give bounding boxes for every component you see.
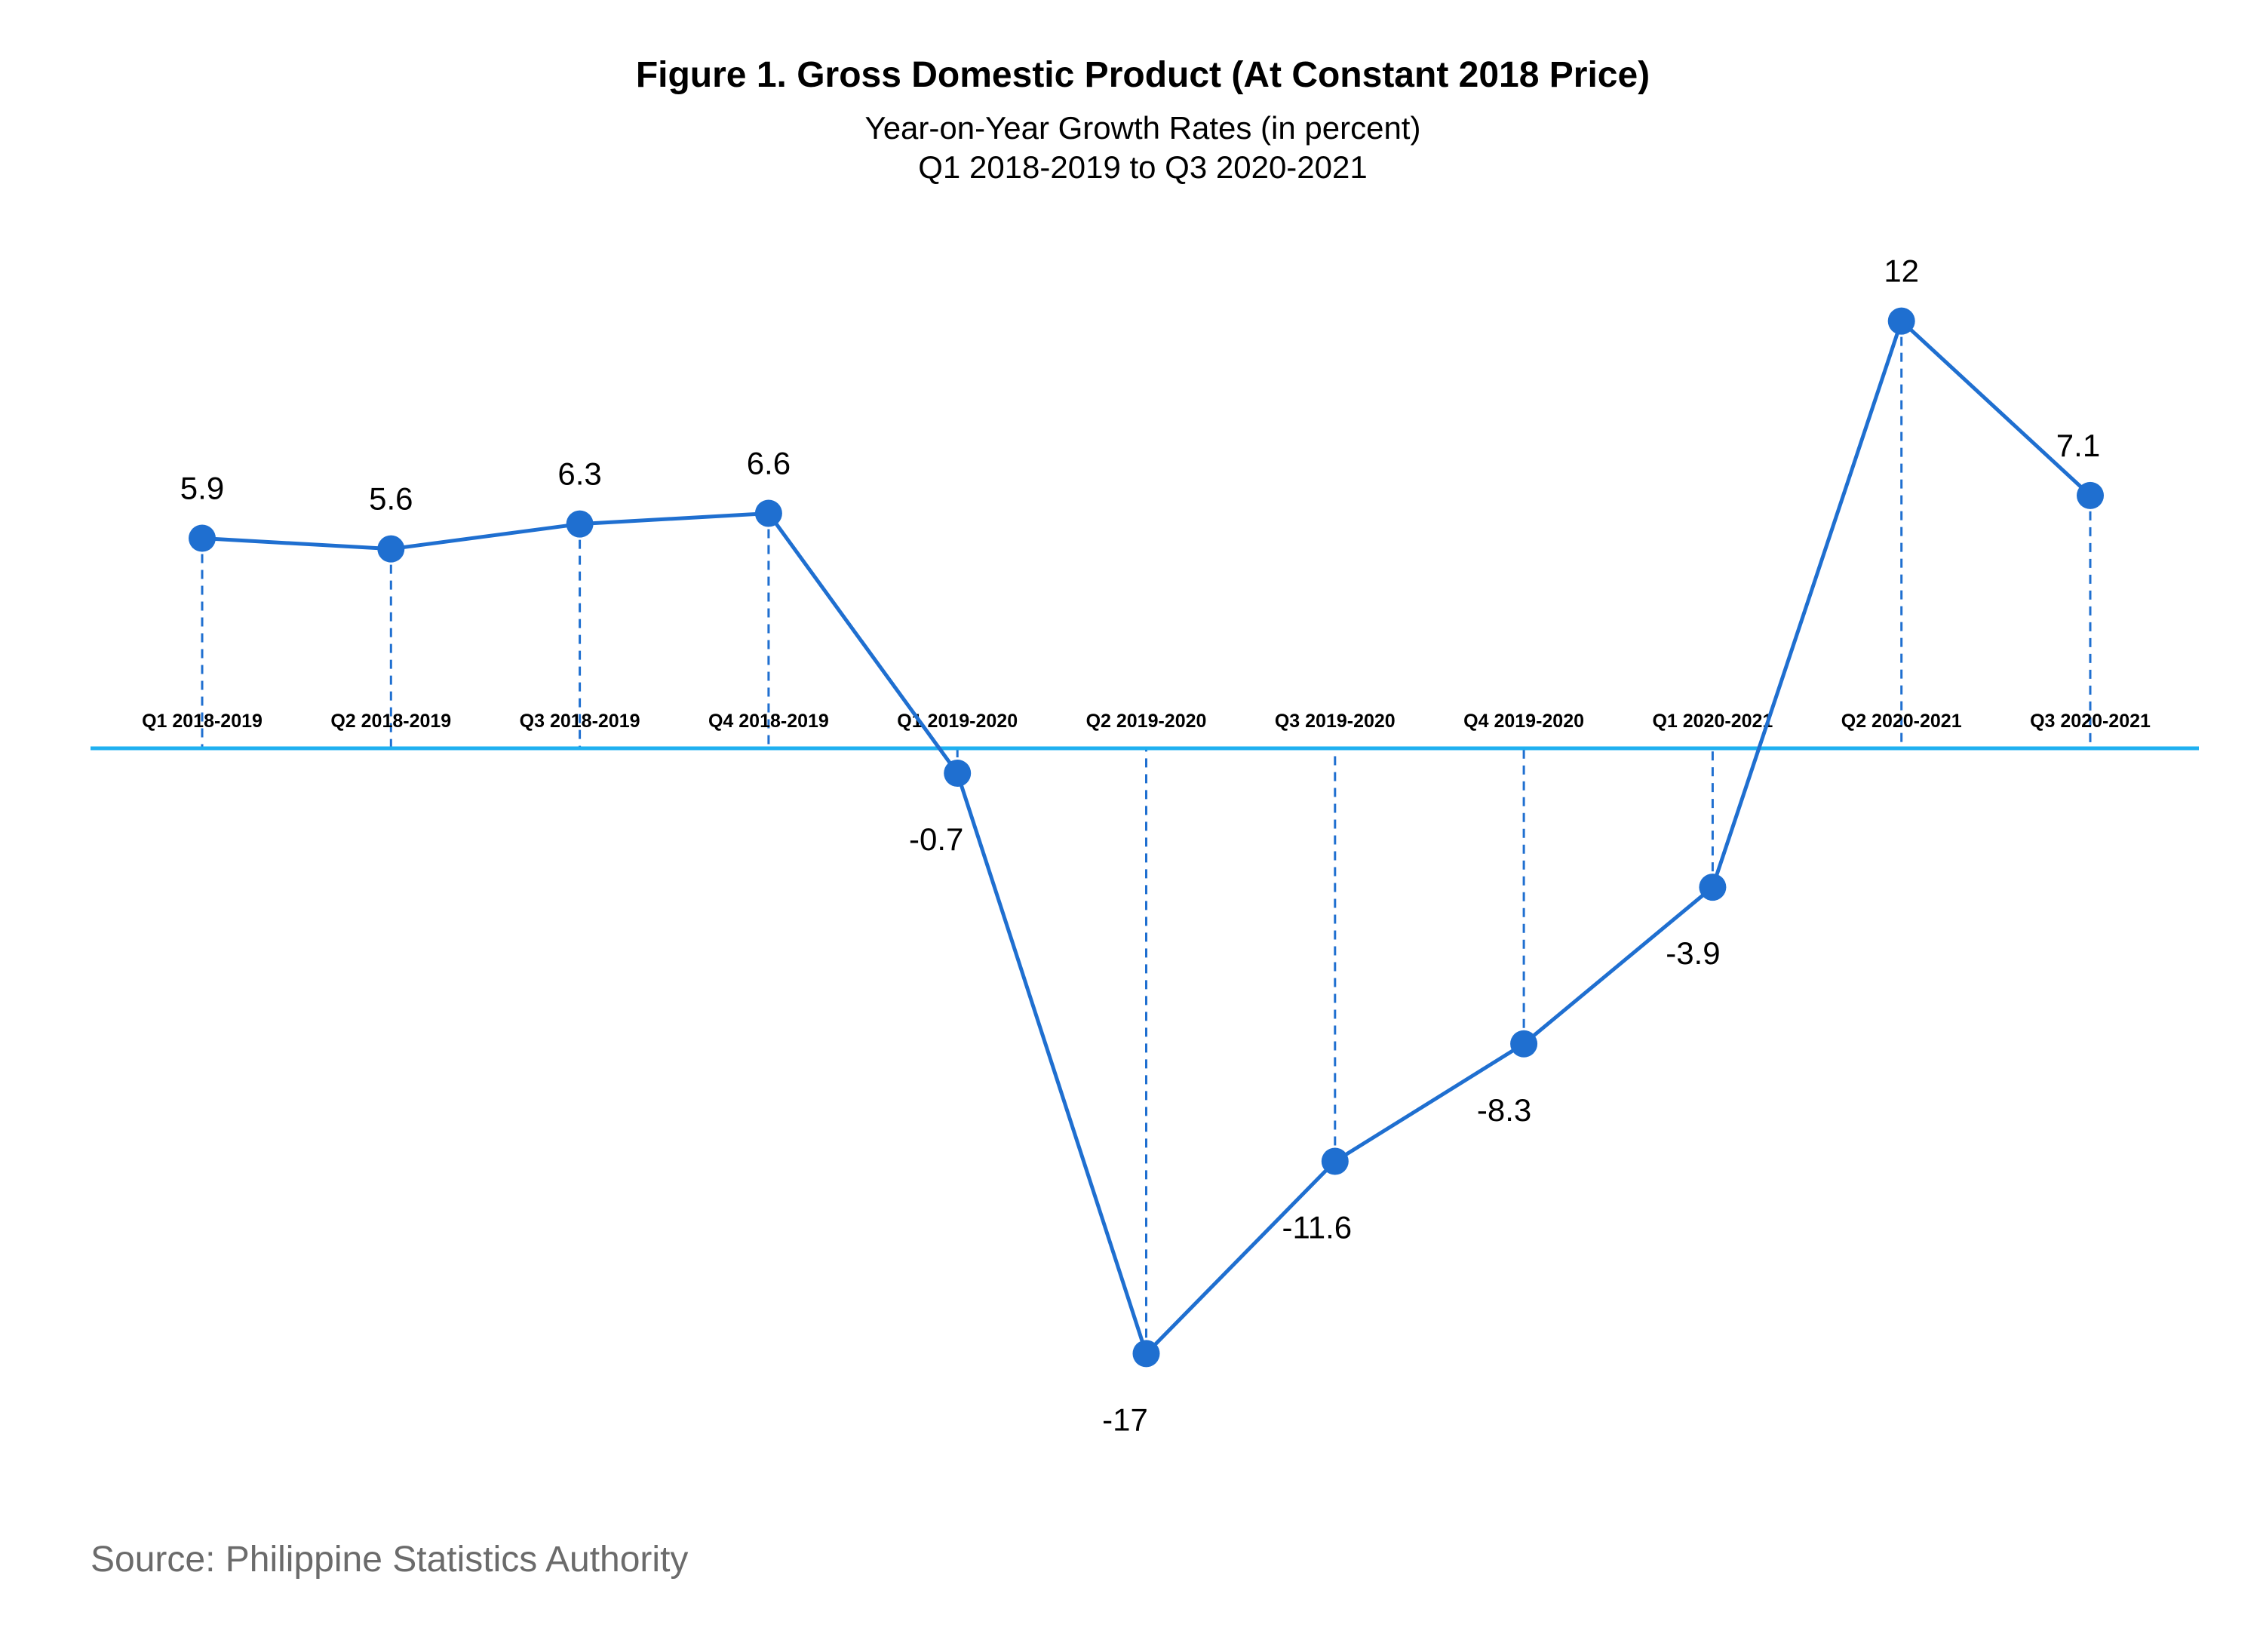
data-label: -3.9 (1666, 935, 1720, 971)
category-label: Q2 2020-2021 (1841, 711, 1962, 732)
data-label: -8.3 (1477, 1092, 1531, 1128)
category-label: Q3 2018-2019 (520, 711, 640, 732)
category-label: Q1 2020-2021 (1652, 711, 1773, 732)
category-label: Q1 2019-2020 (897, 711, 1018, 732)
data-point (1699, 874, 1727, 901)
chart-period: Q1 2018-2019 to Q3 2020-2021 (918, 149, 1368, 185)
data-label: -11.6 (1282, 1210, 1352, 1245)
data-label: 7.1 (2056, 428, 2100, 463)
data-point (944, 760, 972, 788)
data-point (1132, 1340, 1160, 1368)
data-point (566, 510, 594, 538)
chart-subtitle: Year-on-Year Growth Rates (in percent) (864, 110, 1421, 146)
data-point (2077, 481, 2104, 509)
data-point (1321, 1147, 1349, 1175)
data-point (189, 524, 216, 552)
data-label: -0.7 (909, 821, 963, 857)
category-label: Q4 2018-2019 (708, 711, 829, 732)
data-label: -17 (1102, 1402, 1148, 1437)
chart-title: Figure 1. Gross Domestic Product (At Con… (635, 55, 1650, 95)
category-label: Q3 2019-2020 (1275, 711, 1396, 732)
data-label: 6.6 (747, 445, 791, 481)
category-label: Q4 2019-2020 (1463, 711, 1584, 732)
data-point (754, 499, 782, 527)
data-label: 6.3 (557, 456, 601, 492)
category-label: Q3 2020-2021 (2030, 711, 2151, 732)
source-note: Source: Philippine Statistics Authority (91, 1540, 689, 1580)
data-label: 12 (1884, 253, 1919, 289)
data-point (1510, 1030, 1538, 1058)
data-label: 5.9 (180, 471, 224, 506)
category-label: Q2 2019-2020 (1086, 711, 1207, 732)
category-label: Q2 2018-2019 (330, 711, 451, 732)
series-line (201, 319, 2092, 1356)
data-point (377, 535, 405, 563)
data-point (1887, 307, 1915, 335)
data-label: 5.6 (369, 481, 413, 517)
category-label: Q1 2018-2019 (142, 711, 263, 732)
